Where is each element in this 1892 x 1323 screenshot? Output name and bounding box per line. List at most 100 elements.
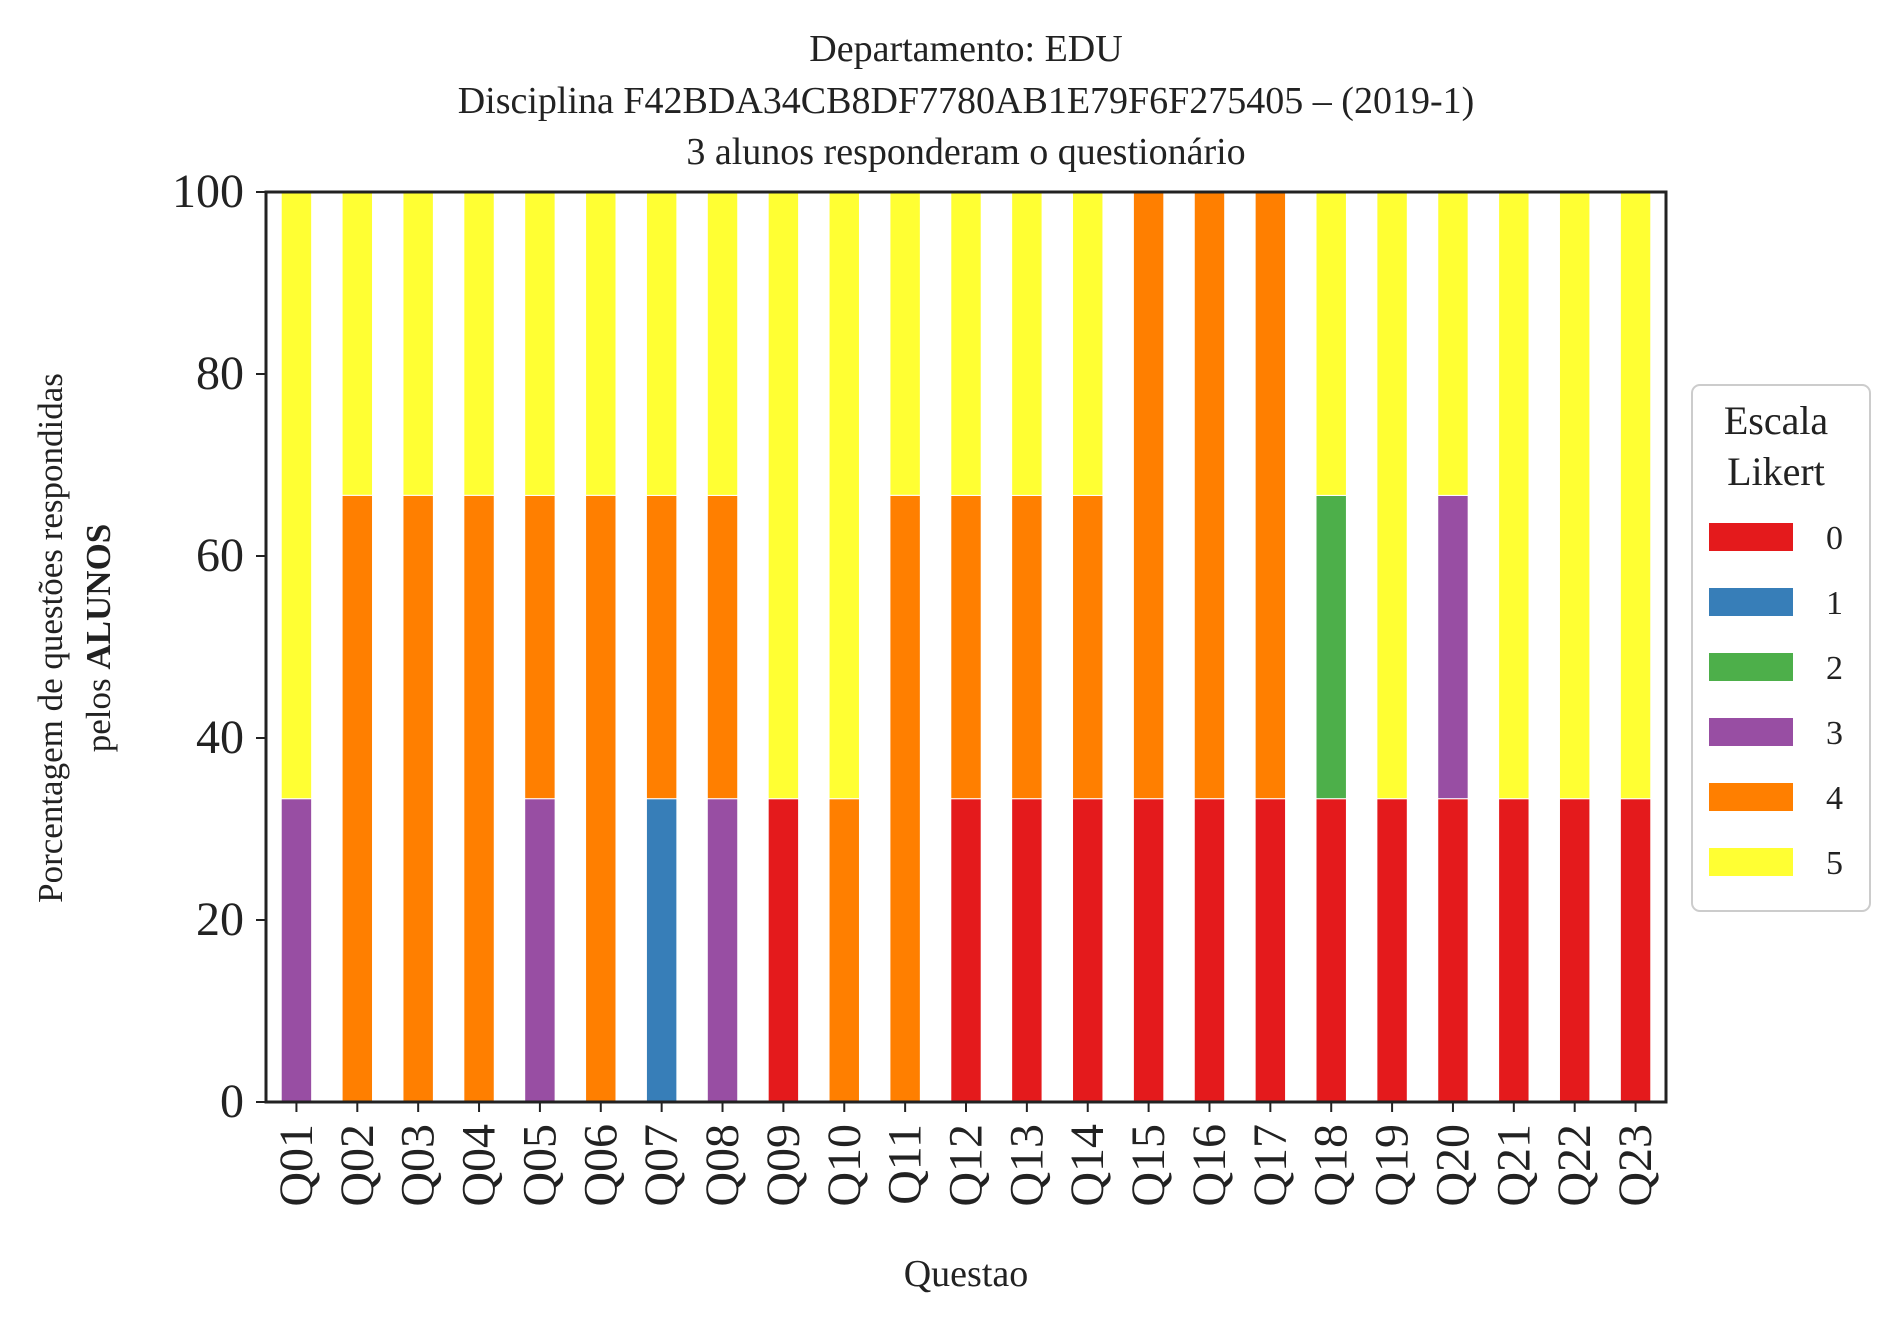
y-axis-label-line-2: pelos ALUNOS: [79, 524, 118, 753]
chart-title-line-1: Departamento: EDU: [809, 28, 1122, 70]
x-tick-label-Q01: Q01: [270, 1124, 323, 1207]
legend-swatch-0: [1709, 523, 1793, 551]
x-tick-label-Q22: Q22: [1548, 1124, 1601, 1207]
x-tick-label-Q15: Q15: [1122, 1124, 1175, 1207]
legend-swatch-4: [1709, 783, 1793, 811]
bar-Q12-likert-5: [950, 191, 982, 496]
x-tick-label-Q23: Q23: [1609, 1124, 1662, 1207]
bar-Q17-likert-0: [1254, 798, 1287, 1103]
legend-swatch-2: [1709, 653, 1793, 681]
bar-Q05-likert-3: [524, 798, 556, 1103]
bar-Q07-likert-1: [645, 798, 678, 1103]
bar-Q14-likert-4: [1072, 494, 1104, 800]
bar-Q11-likert-5: [889, 191, 921, 496]
y-tick-label-100: 100: [172, 165, 244, 218]
legend-label-3: 3: [1826, 715, 1843, 752]
bar-Q22-likert-5: [1558, 191, 1591, 800]
bar-Q03-likert-5: [402, 191, 434, 496]
bar-Q06-likert-5: [585, 191, 617, 496]
bar-Q18-likert-0: [1315, 798, 1347, 1103]
legend-title-line-2: Likert: [1727, 449, 1825, 494]
bar-Q06-likert-4: [585, 494, 617, 1103]
bar-Q14-likert-5: [1072, 191, 1104, 496]
bar-Q08-likert-4: [706, 494, 739, 800]
x-tick-label-Q07: Q07: [635, 1124, 688, 1207]
bar-Q19-likert-0: [1376, 798, 1408, 1103]
legend-label-0: 0: [1826, 520, 1843, 557]
legend-label-4: 4: [1826, 780, 1843, 817]
bar-Q21-likert-0: [1498, 798, 1530, 1103]
y-axis-label-prefix: pelos: [79, 670, 118, 753]
x-tick-label-Q21: Q21: [1487, 1124, 1540, 1207]
bar-Q14-likert-0: [1072, 798, 1104, 1103]
y-tick-label-0: 0: [220, 1075, 244, 1128]
bar-Q10-likert-4: [828, 798, 860, 1103]
x-tick-label-Q19: Q19: [1366, 1124, 1419, 1207]
x-tick-label-Q20: Q20: [1426, 1124, 1479, 1207]
legend-items: 0 1 2 3 4 5: [1709, 520, 1843, 882]
bar-Q02-likert-4: [341, 494, 374, 1103]
x-tick-label-Q08: Q08: [696, 1124, 749, 1207]
x-tick-label-Q05: Q05: [513, 1124, 566, 1207]
bar-Q01-likert-5: [280, 191, 313, 800]
legend-swatch-1: [1709, 588, 1793, 616]
x-tick-label-Q13: Q13: [1000, 1124, 1053, 1207]
bar-Q22-likert-0: [1558, 798, 1591, 1103]
x-axis-label: Questao: [904, 1253, 1029, 1295]
y-ticks: 0 20 40 60 80 100: [172, 165, 266, 1128]
y-axis-label-bold: ALUNOS: [79, 524, 118, 670]
x-tick-label-Q02: Q02: [331, 1124, 384, 1207]
bar-Q10-likert-5: [828, 191, 860, 800]
bar-Q13-likert-0: [1011, 798, 1043, 1103]
y-tick-label-20: 20: [196, 893, 244, 946]
chart-title-line-2: Disciplina F42BDA34CB8DF7780AB1E79F6F275…: [458, 80, 1475, 122]
x-tick-label-Q16: Q16: [1183, 1124, 1236, 1207]
x-tick-label-Q14: Q14: [1061, 1124, 1114, 1207]
bar-Q20-likert-0: [1437, 798, 1469, 1103]
bar-Q20-likert-3: [1437, 494, 1469, 800]
x-tick-label-Q09: Q09: [757, 1124, 810, 1207]
bar-Q18-likert-2: [1315, 494, 1347, 800]
bar-Q02-likert-5: [341, 191, 374, 496]
bar-Q16-likert-0: [1193, 798, 1226, 1103]
plot-frame: [264, 190, 1668, 1104]
bar-Q13-likert-5: [1011, 191, 1043, 496]
bar-Q04-likert-4: [463, 494, 495, 1103]
x-tick-label-Q03: Q03: [392, 1124, 445, 1207]
bar-Q13-likert-4: [1011, 494, 1043, 800]
bar-Q17-likert-4: [1254, 191, 1287, 800]
y-tick-label-80: 80: [196, 347, 244, 400]
bar-Q04-likert-5: [463, 191, 495, 496]
legend: Escala Likert 0 1 2 3 4 5: [1691, 384, 1871, 912]
x-ticks: Q01 Q02 Q03 Q04 Q05 Q06 Q07 Q08 Q09 Q10 Q11 Q12 Q13 Q…: [270, 1102, 1662, 1207]
legend-title-line-1: Escala: [1724, 398, 1829, 443]
bar-Q20-likert-5: [1437, 191, 1469, 496]
bar-Q15-likert-4: [1132, 191, 1165, 800]
chart-title: Departamento: EDU Disciplina F42BDA34CB8…: [458, 28, 1475, 173]
bar-Q21-likert-5: [1498, 191, 1530, 800]
x-tick-label-Q17: Q17: [1244, 1124, 1297, 1207]
chart-title-line-3: 3 alunos responderam o questionário: [686, 131, 1245, 173]
bar-Q08-likert-3: [706, 798, 739, 1103]
x-tick-label-Q12: Q12: [940, 1124, 993, 1207]
bar-Q09-likert-5: [767, 191, 800, 800]
legend-frame: [1691, 384, 1871, 912]
bar-Q07-likert-4: [645, 494, 678, 800]
legend-label-5: 5: [1826, 845, 1843, 882]
bar-Q12-likert-4: [950, 494, 982, 800]
x-tick-label-Q11: Q11: [879, 1124, 932, 1205]
y-axis-label: Porcentagem de questões respondidas pelo…: [31, 373, 118, 903]
legend-label-2: 2: [1826, 650, 1843, 687]
bar-Q16-likert-4: [1193, 191, 1226, 800]
x-tick-label-Q06: Q06: [574, 1124, 627, 1207]
bar-Q12-likert-0: [950, 798, 982, 1103]
y-axis-label-line-1: Porcentagem de questões respondidas: [31, 373, 70, 903]
legend-label-1: 1: [1826, 585, 1843, 622]
bar-Q07-likert-5: [645, 191, 678, 496]
bar-Q01-likert-3: [280, 798, 313, 1103]
bar-Q08-likert-5: [706, 191, 739, 496]
bar-Q18-likert-5: [1315, 191, 1347, 496]
legend-swatch-3: [1709, 718, 1793, 746]
bar-Q03-likert-4: [402, 494, 434, 1103]
x-tick-label-Q04: Q04: [453, 1124, 506, 1207]
